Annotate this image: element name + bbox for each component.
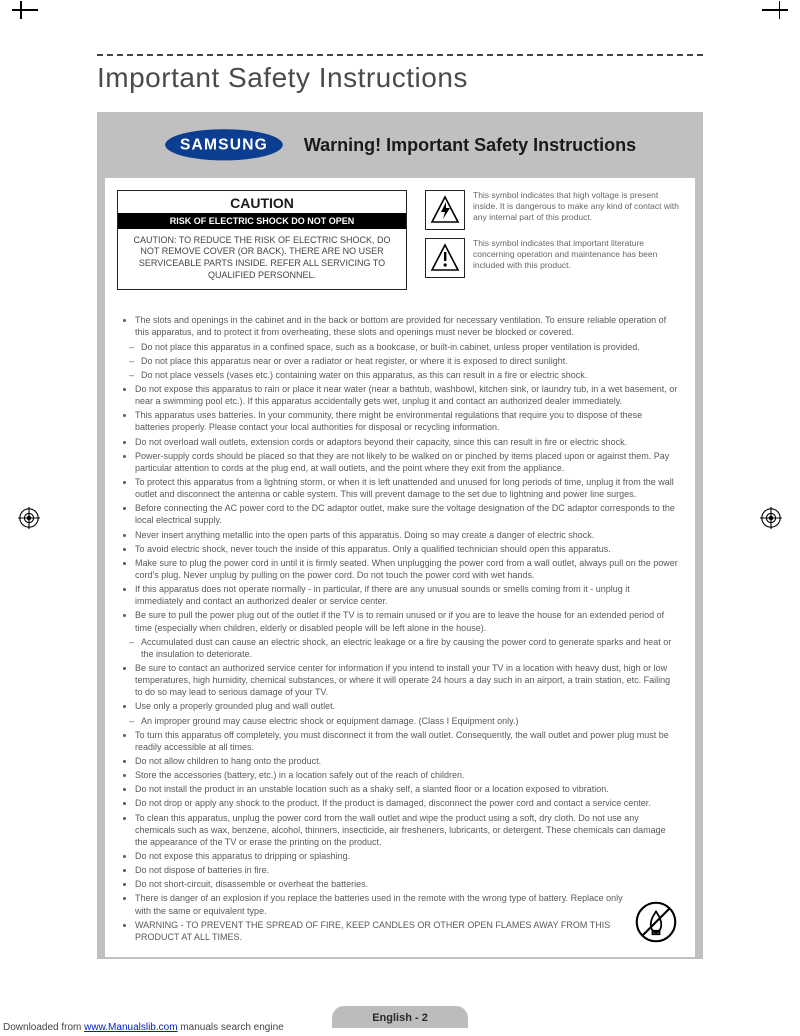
list-item: Do not place vessels (vases etc.) contai… — [141, 369, 679, 381]
list-item: Do not expose this apparatus to rain or … — [135, 383, 679, 407]
list-item: Do not drop or apply any shock to the pr… — [135, 797, 679, 809]
caution-row: CAUTION RISK OF ELECTRIC SHOCK DO NOT OP… — [117, 190, 683, 291]
registration-mark-icon — [760, 507, 782, 529]
list-item: To clean this apparatus, unplug the powe… — [135, 812, 679, 848]
caution-label: CAUTION — [118, 191, 406, 213]
important-literature-icon — [425, 238, 465, 278]
crop-mark — [20, 1, 22, 19]
no-open-flame-icon — [635, 901, 677, 943]
list-item: Do not dispose of batteries in fire. — [135, 864, 679, 876]
safety-panel: SAMSUNG Warning! Important Safety Instru… — [97, 112, 703, 959]
symbol-row: This symbol indicates that important lit… — [425, 238, 683, 278]
list-item: There is danger of an explosion if you r… — [135, 892, 679, 916]
download-source-line: Downloaded from www.Manualslib.com manua… — [3, 1022, 284, 1033]
high-voltage-icon — [425, 190, 465, 230]
list-item: Do not allow children to hang onto the p… — [135, 755, 679, 767]
list-item: Never insert anything metallic into the … — [135, 529, 679, 541]
list-item: WARNING - TO PREVENT THE SPREAD OF FIRE,… — [135, 919, 679, 943]
list-item: Accumulated dust can cause an electric s… — [141, 636, 679, 660]
list-item: Be sure to contact an authorized service… — [135, 662, 679, 698]
text: Downloaded from — [3, 1022, 84, 1033]
list-item: Do not place this apparatus near or over… — [141, 355, 679, 367]
caution-body: CAUTION: TO REDUCE THE RISK OF ELECTRIC … — [118, 229, 406, 290]
list-item: Do not short-circuit, disassemble or ove… — [135, 878, 679, 890]
symbols-column: This symbol indicates that high voltage … — [425, 190, 683, 291]
samsung-logo: SAMSUNG — [164, 128, 284, 164]
panel-body: CAUTION RISK OF ELECTRIC SHOCK DO NOT OP… — [105, 178, 695, 957]
page-content: Important Safety Instructions SAMSUNG Wa… — [97, 54, 703, 959]
crop-mark — [762, 9, 788, 11]
page-number-tab: English - 2 — [332, 1006, 468, 1028]
registration-mark-icon — [18, 507, 40, 529]
caution-box: CAUTION RISK OF ELECTRIC SHOCK DO NOT OP… — [117, 190, 407, 291]
list-item: An improper ground may cause electric sh… — [141, 715, 679, 727]
list-item: Power-supply cords should be placed so t… — [135, 450, 679, 474]
list-item: The slots and openings in the cabinet an… — [135, 314, 679, 338]
list-item: Store the accessories (battery, etc.) in… — [135, 769, 679, 781]
list-item: To protect this apparatus from a lightni… — [135, 476, 679, 500]
list-item: Use only a properly grounded plug and wa… — [135, 700, 679, 712]
safety-bullets: The slots and openings in the cabinet an… — [117, 314, 683, 943]
list-item: To avoid electric shock, never touch the… — [135, 543, 679, 555]
list-item: This apparatus uses batteries. In your c… — [135, 409, 679, 433]
crop-mark — [12, 9, 38, 11]
svg-text:SAMSUNG: SAMSUNG — [180, 137, 268, 154]
panel-header: SAMSUNG Warning! Important Safety Instru… — [105, 120, 695, 178]
manualslib-link[interactable]: www.Manualslib.com — [84, 1022, 177, 1033]
crop-mark — [779, 1, 781, 19]
list-item: Do not expose this apparatus to dripping… — [135, 850, 679, 862]
list-item: Before connecting the AC power cord to t… — [135, 502, 679, 526]
divider — [97, 54, 703, 56]
list-item: To turn this apparatus off completely, y… — [135, 729, 679, 753]
text: manuals search engine — [178, 1022, 284, 1033]
list-item: Do not place this apparatus in a confine… — [141, 341, 679, 353]
symbol-literature-text: This symbol indicates that important lit… — [473, 238, 683, 271]
symbol-row: This symbol indicates that high voltage … — [425, 190, 683, 230]
list-item: Make sure to plug the power cord in unti… — [135, 557, 679, 581]
page-title: Important Safety Instructions — [97, 62, 703, 94]
warning-heading: Warning! Important Safety Instructions — [304, 135, 636, 156]
list-item: If this apparatus does not operate norma… — [135, 583, 679, 607]
caution-blackbar: RISK OF ELECTRIC SHOCK DO NOT OPEN — [118, 213, 406, 229]
list-item: Do not overload wall outlets, extension … — [135, 436, 679, 448]
list-item: Be sure to pull the power plug out of th… — [135, 609, 679, 633]
list-item: Do not install the product in an unstabl… — [135, 783, 679, 795]
symbol-voltage-text: This symbol indicates that high voltage … — [473, 190, 683, 223]
